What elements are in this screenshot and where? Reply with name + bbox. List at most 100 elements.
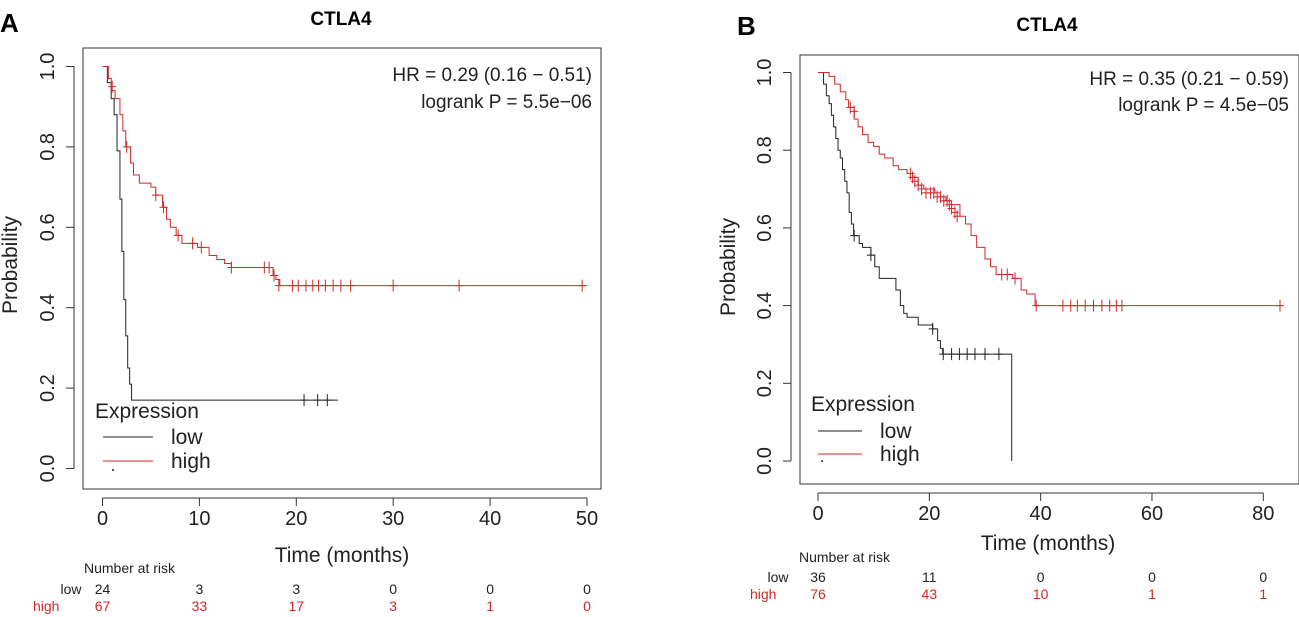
censor-mark-high xyxy=(294,279,303,292)
censor-mark-high xyxy=(1117,299,1126,312)
censor-mark-low xyxy=(939,348,948,361)
y-tick-label: 0.2 xyxy=(37,374,59,402)
x-axis-label: Time (months) xyxy=(275,544,410,567)
censor-mark-high xyxy=(227,261,236,274)
risk-row-label-low: low xyxy=(60,581,82,597)
risk-value-high: 1 xyxy=(1259,586,1267,602)
y-tick-label: 0.6 xyxy=(754,214,776,242)
censor-mark-high xyxy=(346,279,355,292)
censor-mark-high xyxy=(274,279,283,292)
risk-value-high: 3 xyxy=(389,598,397,614)
legend-label-low: low xyxy=(171,426,203,449)
plot-frame xyxy=(82,47,602,490)
x-tick-label: 80 xyxy=(1252,503,1274,525)
censor-mark-high xyxy=(578,279,587,292)
censor-mark-high xyxy=(850,105,859,118)
risk-value-high: 43 xyxy=(922,586,938,602)
risk-value-low: 0 xyxy=(389,581,397,597)
y-axis-label: Probability xyxy=(0,215,22,314)
y-tick-label: 0.6 xyxy=(37,213,59,241)
x-tick-label: 50 xyxy=(576,508,598,530)
y-tick-label: 0.0 xyxy=(754,447,776,475)
censor-mark-high xyxy=(336,279,345,292)
censor-mark-high xyxy=(188,237,197,250)
risk-value-low: 3 xyxy=(196,581,204,597)
risk-value-low: 0 xyxy=(1037,569,1045,585)
risk-value-low: 0 xyxy=(1148,569,1156,585)
censor-mark-high xyxy=(329,279,338,292)
y-tick-label: 0.8 xyxy=(37,133,59,161)
km-panel-b: B CTLA4 0 20 40 60 80 Time (months) 0.0 0.2 0.4 0.6… xyxy=(717,11,1299,602)
risk-value-low: 0 xyxy=(486,581,494,597)
censor-mark-high xyxy=(301,279,310,292)
x-tick-label: 10 xyxy=(188,508,210,530)
legend-dot xyxy=(821,460,823,462)
censor-mark-high xyxy=(917,183,926,196)
km-curve-low xyxy=(818,72,1013,461)
censor-mark-low xyxy=(850,229,859,242)
risk-value-high: 1 xyxy=(486,598,494,614)
risk-value-low: 11 xyxy=(922,569,937,585)
censor-mark-low xyxy=(323,394,332,407)
x-tick-label: 60 xyxy=(1141,503,1163,525)
censor-mark-high xyxy=(1081,299,1090,312)
risk-value-high: 76 xyxy=(810,586,826,602)
legend-dot xyxy=(112,469,114,471)
censor-mark-high xyxy=(389,279,398,292)
risk-row-label-low: low xyxy=(767,569,789,585)
risk-table-title: Number at risk xyxy=(84,560,176,576)
y-tick-label: 1.0 xyxy=(754,59,776,87)
risk-value-high: 33 xyxy=(192,598,208,614)
censor-mark-low xyxy=(994,348,1003,361)
logrank-annotation: logrank P = 4.5e−05 xyxy=(1118,95,1289,116)
x-tick-label: 30 xyxy=(382,508,404,530)
y-tick-label: 0.4 xyxy=(37,294,59,322)
y-tick-label: 0.8 xyxy=(754,136,776,164)
y-axis-label: Probability xyxy=(717,217,740,316)
censor-mark-high xyxy=(1011,272,1020,285)
risk-table-title: Number at risk xyxy=(799,549,891,565)
x-axis-label: Time (months) xyxy=(981,532,1116,555)
risk-value-low: 36 xyxy=(810,569,826,585)
censor-mark-high xyxy=(270,269,279,282)
censor-mark-high xyxy=(1032,299,1041,312)
legend-label-low: low xyxy=(880,420,912,443)
censor-mark-high xyxy=(197,241,206,254)
risk-value-low: 0 xyxy=(583,581,591,597)
censor-mark-high xyxy=(455,279,464,292)
risk-value-low: 0 xyxy=(1259,569,1267,585)
x-tick-label: 0 xyxy=(812,503,823,525)
censor-mark-high xyxy=(1097,299,1106,312)
censor-mark-high xyxy=(1066,299,1075,312)
risk-value-high: 10 xyxy=(1033,586,1049,602)
censor-mark-high xyxy=(174,229,183,242)
x-tick-label: 40 xyxy=(1030,503,1052,525)
censor-mark-low xyxy=(300,394,309,407)
y-tick-label: 0.4 xyxy=(754,292,776,320)
censor-mark-low xyxy=(928,322,937,335)
legend-title: Expression xyxy=(95,400,199,423)
censor-mark-low xyxy=(947,348,956,361)
x-tick-label: 40 xyxy=(479,508,501,530)
risk-value-high: 0 xyxy=(583,598,591,614)
risk-value-low: 3 xyxy=(292,581,300,597)
hr-annotation: HR = 0.29 (0.16 − 0.51) xyxy=(392,65,592,86)
y-tick-label: 0.2 xyxy=(754,369,776,397)
risk-value-high: 17 xyxy=(289,598,305,614)
censor-mark-low xyxy=(955,348,964,361)
censor-mark-high xyxy=(151,189,160,202)
censor-mark-high xyxy=(1276,299,1284,312)
chart-title: CTLA4 xyxy=(1016,15,1078,36)
censor-mark-high xyxy=(122,140,131,153)
censor-mark-high xyxy=(108,80,117,93)
legend-label-high: high xyxy=(880,443,920,466)
km-curve-low xyxy=(102,66,338,401)
censor-mark-low xyxy=(963,348,972,361)
legend-label-high: high xyxy=(171,450,211,473)
censor-mark-low xyxy=(313,394,322,407)
